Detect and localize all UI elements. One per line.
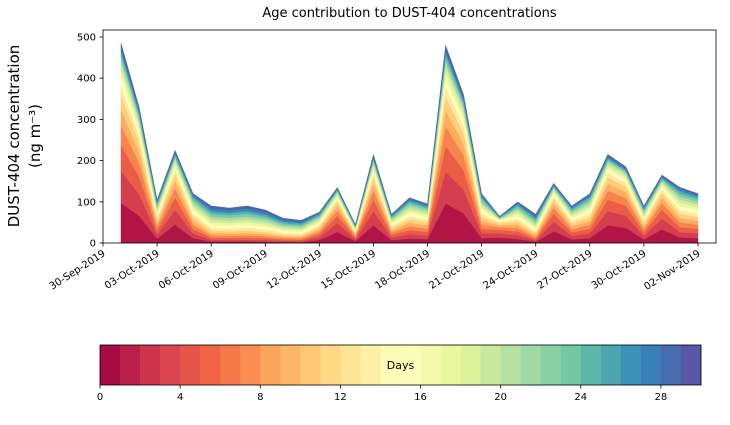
colorbar-segment — [320, 345, 341, 385]
chart-title: Age contribution to DUST-404 concentrati… — [262, 6, 557, 21]
x-tick-label: 21-Oct-2019 — [427, 248, 486, 292]
colorbar-segment — [200, 345, 221, 385]
colorbar-segment — [400, 345, 421, 385]
colorbar-tick-label: 16 — [414, 392, 427, 403]
colorbar-segment — [260, 345, 281, 385]
colorbar-segment — [620, 345, 642, 385]
colorbar-segment — [300, 345, 321, 385]
colorbar-tick-label: 4 — [177, 392, 183, 403]
x-tick-label: 02-Nov-2019 — [642, 248, 702, 292]
colorbar-segment — [600, 345, 622, 385]
y-tick-label: 0 — [90, 239, 96, 250]
x-tick-label: 03-Oct-2019 — [103, 248, 162, 292]
colorbar-segment — [120, 345, 141, 385]
x-tick-label: 24-Oct-2019 — [482, 248, 541, 292]
colorbar-segment — [240, 345, 261, 385]
colorbar-segment — [180, 345, 201, 385]
colorbar-segment — [560, 345, 582, 385]
colorbar-tick-label: 12 — [334, 392, 347, 403]
colorbar-frame — [99, 344, 702, 386]
colorbar-tick-label: 24 — [574, 392, 587, 403]
colorbar-segment — [520, 345, 542, 385]
colorbar-segment — [160, 345, 181, 385]
colorbar-tick-label: 28 — [655, 392, 668, 403]
y-tick-label: 200 — [77, 156, 96, 167]
colorbar-segment — [680, 345, 702, 385]
colorbar-segment — [380, 345, 401, 385]
x-tick-label: 30-Oct-2019 — [590, 248, 649, 292]
colorbar-segment — [540, 345, 562, 385]
colorbar-segment — [580, 345, 602, 385]
colorbar-tick-label: 0 — [97, 392, 103, 403]
y-tick-label: 400 — [77, 74, 96, 85]
x-tick-label: 30-Sep-2019 — [48, 248, 108, 292]
colorbar-segment — [100, 345, 121, 385]
x-tick-label: 18-Oct-2019 — [373, 248, 432, 292]
x-tick-label: 06-Oct-2019 — [157, 248, 216, 292]
colorbar-segment — [640, 345, 662, 385]
colorbar-segment — [460, 345, 481, 385]
y-tick-label: 300 — [77, 115, 96, 126]
axes-frame — [102, 29, 717, 244]
colorbar-segment — [360, 345, 381, 385]
area-layer-age-28-29 — [120, 43, 699, 226]
colorbar-segment — [660, 345, 682, 385]
colorbar-label: Days — [387, 359, 415, 372]
colorbar-segment — [500, 345, 521, 385]
x-tick-label: 12-Oct-2019 — [265, 248, 324, 292]
colorbar-segment — [340, 345, 361, 385]
colorbar-segment — [220, 345, 241, 385]
colorbar-segment — [440, 345, 461, 385]
y-tick-label: 500 — [77, 33, 96, 44]
x-tick-label: 09-Oct-2019 — [211, 248, 270, 292]
x-tick-label: 15-Oct-2019 — [319, 248, 378, 292]
colorbar-segment — [280, 345, 301, 385]
colorbar-segment — [480, 345, 501, 385]
x-tick-label: 27-Oct-2019 — [536, 248, 595, 292]
colorbar-segment — [420, 345, 441, 385]
colorbar-tick-label: 20 — [494, 392, 507, 403]
colorbar-segment — [140, 345, 161, 385]
y-tick-label: 100 — [77, 197, 96, 208]
colorbar-tick-label: 8 — [257, 392, 263, 403]
